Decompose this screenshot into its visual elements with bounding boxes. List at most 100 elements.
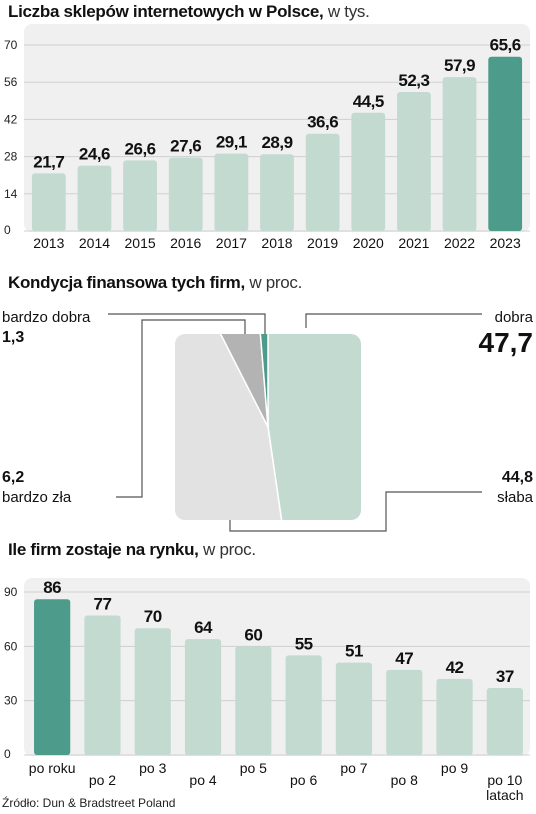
leader-bardzo-dobra <box>108 313 266 334</box>
shops-bar <box>168 157 203 231</box>
survival-bar <box>436 678 473 755</box>
shops-bar <box>305 133 340 231</box>
survival-bar <box>34 599 71 755</box>
survival-bar <box>184 639 222 755</box>
shops-category-label: 2021 <box>398 235 429 251</box>
chart1-title: Liczba sklepów internetowych w Polsce, w… <box>8 2 370 22</box>
shops-bar <box>31 173 66 231</box>
shops-value-label: 36,6 <box>307 113 338 132</box>
shops-category-label: 2020 <box>353 235 384 251</box>
chart2-title: Kondycja finansowa tych firm, w proc. <box>8 273 302 293</box>
shops-bar <box>488 56 523 231</box>
survival-category-label: po 9 <box>441 760 468 776</box>
shops-category-label: 2022 <box>444 235 475 251</box>
shops-bar <box>351 112 386 231</box>
chart3-title: Ile firm zostaje na rynku, w proc. <box>8 540 256 560</box>
shops-category-label: 2018 <box>261 235 292 251</box>
shops-y-tick: 28 <box>4 150 18 164</box>
chart3-title-main: Ile firm zostaje na rynku, <box>8 540 199 559</box>
survival-bar-chart: 0 30 60 90 86 po roku 77 po 2 70 po 3 64 po 4 60 po 5… <box>4 578 530 803</box>
shops-bar <box>123 160 157 231</box>
survival-category-label: po 6 <box>290 772 317 788</box>
survival-category-label: latach <box>486 787 523 803</box>
shops-category-label: 2017 <box>216 235 247 251</box>
pie-label-slaba-name: słaba <box>497 489 534 506</box>
survival-category-label: po 8 <box>391 772 418 788</box>
survival-value-label: 55 <box>295 634 313 653</box>
shops-value-label: 52,3 <box>398 71 429 90</box>
pie-label-slaba-value: 44,8 <box>502 469 533 486</box>
chart2-title-main: Kondycja finansowa tych firm, <box>8 273 245 292</box>
leader-dobra <box>305 313 482 328</box>
shops-category-label: 2015 <box>125 235 156 251</box>
survival-value-label: 86 <box>43 578 61 597</box>
pie-label-bardzo-zla-value: 6,2 <box>2 469 24 486</box>
chart1-title-main: Liczba sklepów internetowych w Polsce, <box>8 2 324 21</box>
shops-value-label: 65,6 <box>490 36 521 55</box>
pie-label-bardzo-dobra-name: bardzo dobra <box>2 309 91 326</box>
shops-y-tick: 42 <box>4 112 18 126</box>
survival-category-label: po 10 <box>487 772 522 788</box>
survival-value-label: 51 <box>345 642 363 661</box>
survival-bar <box>486 687 523 755</box>
survival-category-label: po 7 <box>340 760 367 776</box>
survival-bar <box>235 646 272 755</box>
pie-label-dobra-value: 47,7 <box>479 327 534 358</box>
shops-y-tick: 14 <box>4 187 18 201</box>
pie-slices <box>175 334 361 520</box>
shops-value-label: 27,6 <box>170 137 201 156</box>
survival-bar <box>285 655 322 755</box>
survival-category-label: po 3 <box>139 760 166 776</box>
chart2-title-unit: w proc. <box>249 273 303 292</box>
survival-value-label: 77 <box>93 595 111 614</box>
shops-value-label: 57,9 <box>444 56 475 75</box>
shops-y-tick: 0 <box>4 223 11 237</box>
shops-bar-chart: 0 14 28 42 56 70 21,7 2013 24,6 2014 26,6 2015 27,6 2… <box>4 24 530 251</box>
shops-bar <box>442 77 477 231</box>
shops-y-tick: 56 <box>4 75 18 89</box>
shops-value-label: 28,9 <box>261 133 292 152</box>
survival-value-label: 70 <box>144 607 162 626</box>
survival-bar <box>134 628 171 755</box>
pie-label-bardzo-zla-name: bardzo zła <box>2 489 72 506</box>
leader-slaba <box>229 491 482 532</box>
survival-value-label: 60 <box>244 625 262 644</box>
shops-bar <box>260 154 294 231</box>
shops-category-label: 2016 <box>170 235 201 251</box>
survival-y-tick: 60 <box>4 639 18 653</box>
source-note: Źródło: Dun & Bradstreet Poland <box>2 796 176 810</box>
survival-y-tick: 90 <box>4 585 18 599</box>
shops-bar <box>77 165 112 231</box>
shops-value-label: 29,1 <box>216 133 247 152</box>
shops-value-label: 24,6 <box>79 145 110 164</box>
pie-slice <box>175 334 269 428</box>
survival-bar <box>84 615 121 755</box>
survival-y-tick: 0 <box>4 747 11 761</box>
chart3-title-unit: w proc. <box>203 540 256 559</box>
pie-slice <box>245 334 269 428</box>
survival-value-label: 47 <box>395 649 413 668</box>
survival-bar <box>386 669 423 755</box>
survival-y-tick: 30 <box>4 694 18 708</box>
survival-category-label: po roku <box>29 760 76 776</box>
shops-category-label: 2019 <box>307 235 338 251</box>
pie-label-dobra-name: dobra <box>495 309 534 326</box>
survival-category-label: po 2 <box>89 772 116 788</box>
survival-category-label: po 4 <box>189 772 216 788</box>
survival-value-label: 37 <box>496 667 514 686</box>
shops-value-label: 26,6 <box>125 139 156 158</box>
shops-bar <box>214 153 249 231</box>
shops-value-label: 44,5 <box>353 92 384 111</box>
survival-value-label: 64 <box>194 618 213 637</box>
shops-y-tick: 70 <box>4 38 18 52</box>
chart1-title-unit: w tys. <box>327 2 370 21</box>
survival-category-label: po 5 <box>240 760 267 776</box>
shops-value-label: 21,7 <box>33 152 64 171</box>
shops-bar <box>397 92 431 231</box>
survival-bar <box>335 662 373 755</box>
leader-bardzo-zla <box>116 319 246 498</box>
survival-value-label: 42 <box>446 658 464 677</box>
shops-category-label: 2014 <box>79 235 110 251</box>
